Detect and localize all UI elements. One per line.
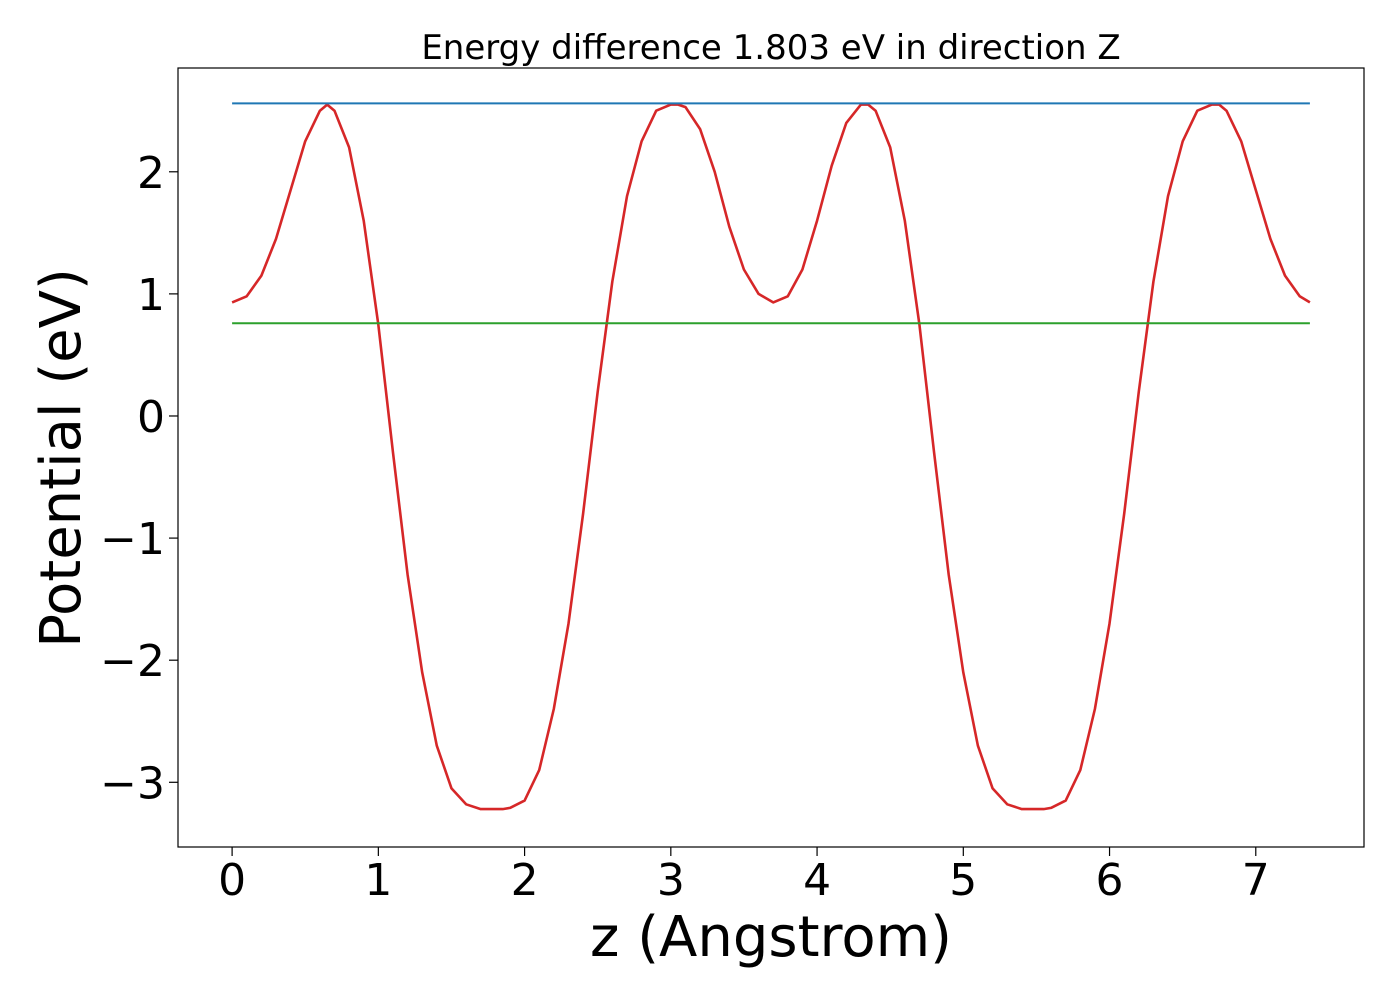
x-tick-label: 5	[949, 855, 977, 906]
chart-title: Energy difference 1.803 eV in direction …	[421, 28, 1120, 68]
x-tick-label: 1	[364, 855, 392, 906]
y-tick-label: −1	[100, 514, 165, 565]
x-axis-ticks: 0 1 2 3 4 5 6 7	[218, 847, 1270, 906]
y-tick-label: −3	[100, 758, 165, 809]
y-axis-label: Potential (eV)	[29, 268, 94, 648]
plot-area-frame	[177, 67, 1365, 848]
x-tick-label: 0	[218, 855, 246, 906]
x-tick-label: 3	[657, 855, 685, 906]
y-axis-ticks: −3 −2 −1 0 1 2	[100, 148, 178, 809]
y-tick-label: 2	[137, 148, 165, 199]
x-tick-label: 4	[803, 855, 831, 906]
y-tick-label: −2	[100, 636, 165, 687]
x-tick-label: 2	[511, 855, 539, 906]
series-layer	[231, 102, 1311, 811]
x-axis-label: z (Angstrom)	[590, 905, 952, 970]
x-tick-label: 6	[1096, 855, 1124, 906]
y-tick-label: 1	[137, 270, 165, 321]
series-line-0	[231, 103, 1311, 811]
x-tick-label: 7	[1242, 855, 1270, 906]
y-tick-label: 0	[137, 392, 165, 443]
